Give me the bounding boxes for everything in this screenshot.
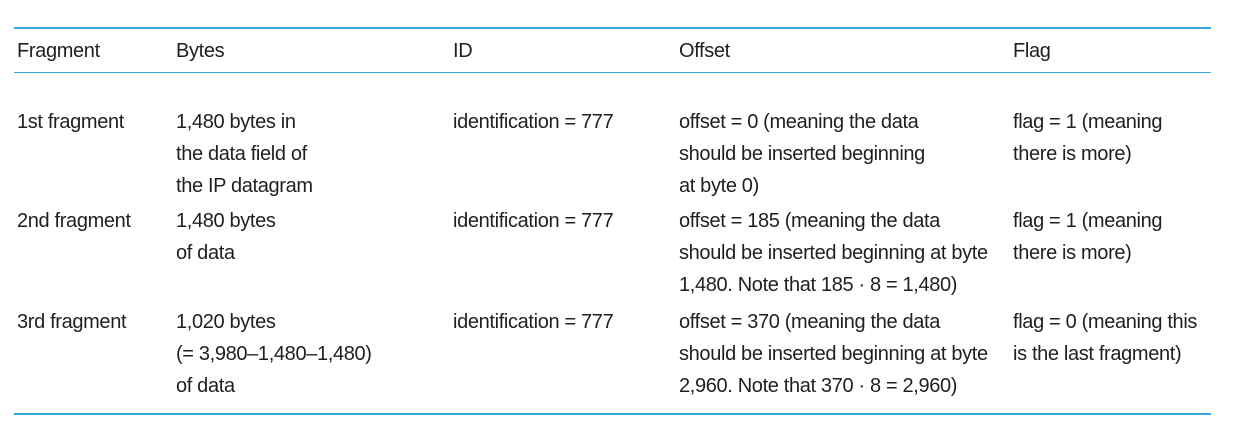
flag-line: there is more) [1013,242,1132,264]
offset-line: offset = 0 (meaning the data [679,111,919,133]
id-cell: identification = 777 [453,210,614,232]
offset-cell: offset = 370 (meaning the data should be… [679,306,988,402]
table-bottom-rule [14,413,1211,415]
bytes-cell: 1,480 bytes of data [176,205,276,269]
header-bytes: Bytes [176,40,225,62]
offset-line: should be inserted beginning at byte [679,242,988,264]
offset-line: offset = 370 (meaning the data [679,311,940,333]
bytes-line: of data [176,242,235,264]
flag-line: flag = 0 (meaning this [1013,311,1198,333]
id-cell: identification = 777 [453,111,614,133]
bytes-line: the IP datagram [176,175,313,197]
offset-cell: offset = 185 (meaning the data should be… [679,205,988,301]
header-flag: Flag [1013,40,1051,62]
offset-line: 2,960. Note that 370 · 8 = 2,960) [679,375,958,397]
bytes-line: 1,480 bytes in [176,111,296,133]
offset-line: should be inserted beginning [679,143,925,165]
bytes-line: (= 3,980–1,480–1,480) [176,343,372,365]
header-fragment: Fragment [17,40,100,62]
offset-line: should be inserted beginning at byte [679,343,988,365]
offset-line: offset = 185 (meaning the data [679,210,940,232]
id-cell: identification = 777 [453,311,614,333]
flag-line: there is more) [1013,143,1132,165]
flag-line: is the last fragment) [1013,343,1182,365]
offset-line: 1,480. Note that 185 · 8 = 1,480) [679,274,958,296]
flag-cell: flag = 1 (meaning there is more) [1013,205,1163,269]
table-top-rule [14,27,1211,29]
fragment-cell: 1st fragment [17,111,124,133]
bytes-cell: 1,020 bytes (= 3,980–1,480–1,480) of dat… [176,306,372,402]
header-offset: Offset [679,40,730,62]
fragment-cell: 3rd fragment [17,311,127,333]
offset-cell: offset = 0 (meaning the data should be i… [679,106,925,202]
flag-cell: flag = 0 (meaning this is the last fragm… [1013,306,1197,370]
flag-line: flag = 1 (meaning [1013,111,1163,133]
bytes-cell: 1,480 bytes in the data field of the IP … [176,106,313,202]
offset-line: at byte 0) [679,175,759,197]
bytes-line: the data field of [176,143,307,165]
flag-line: flag = 1 (meaning [1013,210,1163,232]
fragment-cell: 2nd fragment [17,210,131,232]
flag-cell: flag = 1 (meaning there is more) [1013,106,1163,170]
header-id: ID [453,40,473,62]
bytes-line: 1,480 bytes [176,210,276,232]
table-header-rule [14,72,1211,73]
bytes-line: 1,020 bytes [176,311,276,333]
bytes-line: of data [176,375,235,397]
